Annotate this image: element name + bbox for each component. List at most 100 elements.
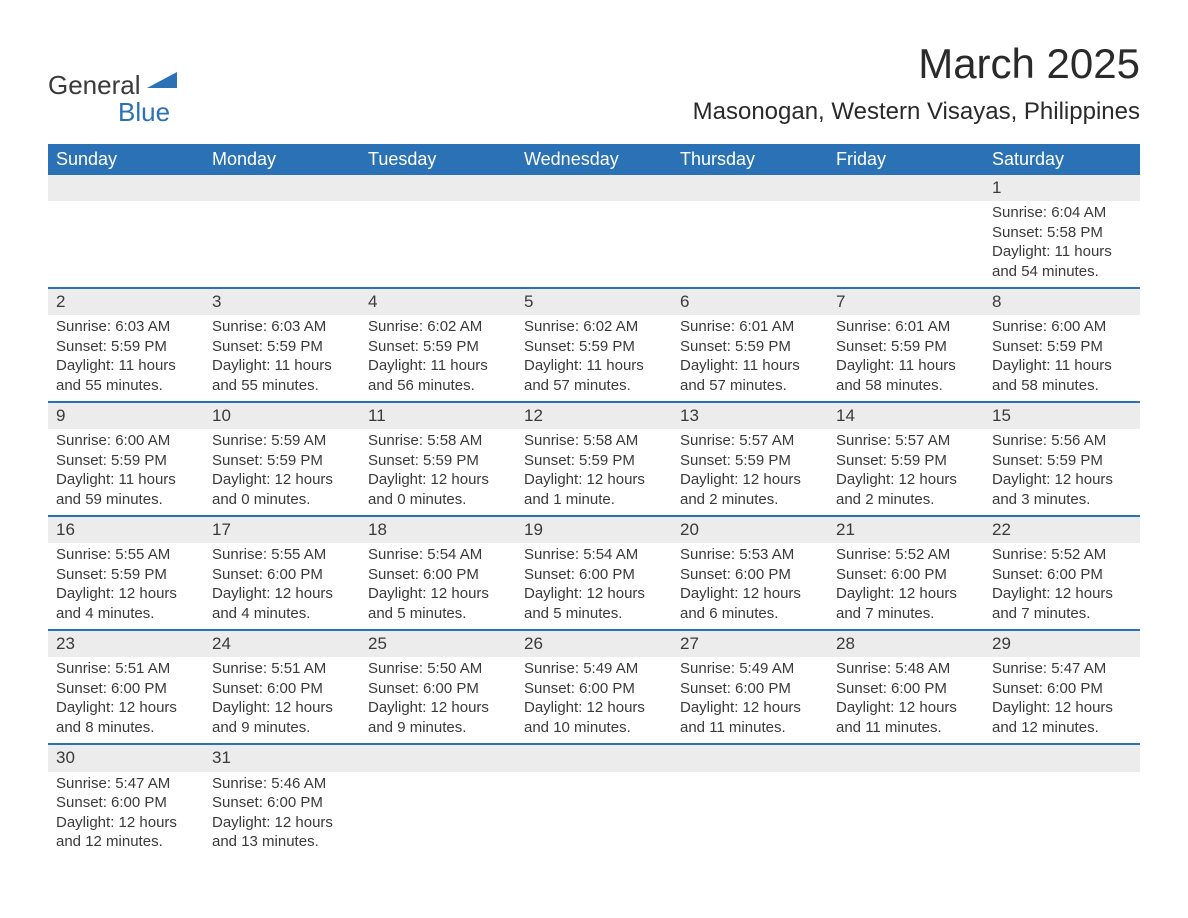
day-data-cell: Sunrise: 5:57 AMSunset: 5:59 PMDaylight:… bbox=[672, 429, 828, 516]
sunset-line: Sunset: 6:00 PM bbox=[836, 565, 976, 585]
day-data-cell bbox=[516, 772, 672, 858]
sunrise-line: Sunrise: 5:57 AM bbox=[680, 431, 820, 451]
day-data-cell: Sunrise: 6:02 AMSunset: 5:59 PMDaylight:… bbox=[360, 315, 516, 402]
sunset-line: Sunset: 6:00 PM bbox=[212, 679, 352, 699]
day-number-cell: 26 bbox=[516, 630, 672, 657]
daylight-line: Daylight: 12 hours and 9 minutes. bbox=[212, 698, 352, 737]
daylight-line: Daylight: 12 hours and 9 minutes. bbox=[368, 698, 508, 737]
sunset-line: Sunset: 6:00 PM bbox=[212, 793, 352, 813]
daylight-line: Daylight: 12 hours and 13 minutes. bbox=[212, 813, 352, 852]
sunrise-line: Sunrise: 6:03 AM bbox=[212, 317, 352, 337]
logo: General Blue bbox=[48, 70, 177, 128]
sunrise-line: Sunrise: 6:01 AM bbox=[836, 317, 976, 337]
daylight-line: Daylight: 12 hours and 10 minutes. bbox=[524, 698, 664, 737]
day-data-cell: Sunrise: 5:52 AMSunset: 6:00 PMDaylight:… bbox=[984, 543, 1140, 630]
sunrise-line: Sunrise: 5:49 AM bbox=[680, 659, 820, 679]
daylight-line: Daylight: 12 hours and 5 minutes. bbox=[368, 584, 508, 623]
sunrise-line: Sunrise: 5:51 AM bbox=[212, 659, 352, 679]
day-number-cell bbox=[984, 744, 1140, 771]
weekday-header: Sunday bbox=[48, 144, 204, 175]
day-number-cell: 1 bbox=[984, 175, 1140, 201]
day-data-row: Sunrise: 6:03 AMSunset: 5:59 PMDaylight:… bbox=[48, 315, 1140, 402]
daylight-line: Daylight: 12 hours and 1 minute. bbox=[524, 470, 664, 509]
sunset-line: Sunset: 5:59 PM bbox=[56, 565, 196, 585]
sunrise-line: Sunrise: 5:51 AM bbox=[56, 659, 196, 679]
sunset-line: Sunset: 5:59 PM bbox=[212, 451, 352, 471]
weekday-header: Friday bbox=[828, 144, 984, 175]
day-number-cell: 14 bbox=[828, 402, 984, 429]
sunrise-line: Sunrise: 6:00 AM bbox=[992, 317, 1132, 337]
day-data-cell: Sunrise: 5:58 AMSunset: 5:59 PMDaylight:… bbox=[360, 429, 516, 516]
weekday-header: Saturday bbox=[984, 144, 1140, 175]
day-number-cell: 13 bbox=[672, 402, 828, 429]
daylight-line: Daylight: 11 hours and 54 minutes. bbox=[992, 242, 1132, 281]
sunset-line: Sunset: 6:00 PM bbox=[56, 679, 196, 699]
day-number-cell: 12 bbox=[516, 402, 672, 429]
sunset-line: Sunset: 6:00 PM bbox=[368, 679, 508, 699]
day-data-cell bbox=[672, 201, 828, 288]
day-number-cell: 10 bbox=[204, 402, 360, 429]
day-data-cell: Sunrise: 5:48 AMSunset: 6:00 PMDaylight:… bbox=[828, 657, 984, 744]
day-data-cell: Sunrise: 6:01 AMSunset: 5:59 PMDaylight:… bbox=[828, 315, 984, 402]
sunrise-line: Sunrise: 6:04 AM bbox=[992, 203, 1132, 223]
day-number-cell bbox=[204, 175, 360, 201]
sunset-line: Sunset: 6:00 PM bbox=[368, 565, 508, 585]
day-data-cell bbox=[360, 772, 516, 858]
day-number-cell: 6 bbox=[672, 288, 828, 315]
day-number-cell: 8 bbox=[984, 288, 1140, 315]
day-number-row: 23242526272829 bbox=[48, 630, 1140, 657]
sunset-line: Sunset: 5:59 PM bbox=[836, 337, 976, 357]
day-data-cell: Sunrise: 5:50 AMSunset: 6:00 PMDaylight:… bbox=[360, 657, 516, 744]
day-number-cell bbox=[360, 175, 516, 201]
day-data-cell: Sunrise: 5:56 AMSunset: 5:59 PMDaylight:… bbox=[984, 429, 1140, 516]
day-number-cell: 21 bbox=[828, 516, 984, 543]
day-data-cell: Sunrise: 5:59 AMSunset: 5:59 PMDaylight:… bbox=[204, 429, 360, 516]
sunset-line: Sunset: 5:59 PM bbox=[56, 337, 196, 357]
day-number-cell: 3 bbox=[204, 288, 360, 315]
day-number-cell: 18 bbox=[360, 516, 516, 543]
sunset-line: Sunset: 5:59 PM bbox=[56, 451, 196, 471]
sunrise-line: Sunrise: 5:56 AM bbox=[992, 431, 1132, 451]
day-number-cell: 22 bbox=[984, 516, 1140, 543]
day-number-cell: 7 bbox=[828, 288, 984, 315]
day-data-cell: Sunrise: 6:00 AMSunset: 5:59 PMDaylight:… bbox=[984, 315, 1140, 402]
sunset-line: Sunset: 6:00 PM bbox=[680, 565, 820, 585]
sunrise-line: Sunrise: 5:52 AM bbox=[836, 545, 976, 565]
daylight-line: Daylight: 11 hours and 59 minutes. bbox=[56, 470, 196, 509]
sunset-line: Sunset: 5:59 PM bbox=[524, 451, 664, 471]
sunrise-line: Sunrise: 5:58 AM bbox=[368, 431, 508, 451]
day-data-row: Sunrise: 5:55 AMSunset: 5:59 PMDaylight:… bbox=[48, 543, 1140, 630]
daylight-line: Daylight: 11 hours and 58 minutes. bbox=[992, 356, 1132, 395]
day-number-cell bbox=[672, 744, 828, 771]
day-data-cell: Sunrise: 5:55 AMSunset: 6:00 PMDaylight:… bbox=[204, 543, 360, 630]
daylight-line: Daylight: 12 hours and 7 minutes. bbox=[992, 584, 1132, 623]
title-block: March 2025 Masonogan, Western Visayas, P… bbox=[693, 40, 1140, 140]
day-number-cell: 30 bbox=[48, 744, 204, 771]
sunrise-line: Sunrise: 5:49 AM bbox=[524, 659, 664, 679]
day-data-cell: Sunrise: 6:01 AMSunset: 5:59 PMDaylight:… bbox=[672, 315, 828, 402]
sunset-line: Sunset: 5:59 PM bbox=[212, 337, 352, 357]
sunset-line: Sunset: 5:59 PM bbox=[368, 337, 508, 357]
weekday-header: Wednesday bbox=[516, 144, 672, 175]
day-number-row: 1 bbox=[48, 175, 1140, 201]
day-data-cell: Sunrise: 5:55 AMSunset: 5:59 PMDaylight:… bbox=[48, 543, 204, 630]
daylight-line: Daylight: 12 hours and 3 minutes. bbox=[992, 470, 1132, 509]
day-data-cell: Sunrise: 5:47 AMSunset: 6:00 PMDaylight:… bbox=[48, 772, 204, 858]
day-number-cell bbox=[360, 744, 516, 771]
daylight-line: Daylight: 12 hours and 6 minutes. bbox=[680, 584, 820, 623]
daylight-line: Daylight: 12 hours and 12 minutes. bbox=[992, 698, 1132, 737]
day-number-cell: 31 bbox=[204, 744, 360, 771]
logo-text-blue: Blue bbox=[118, 97, 177, 128]
day-number-cell: 27 bbox=[672, 630, 828, 657]
sunrise-line: Sunrise: 6:02 AM bbox=[524, 317, 664, 337]
day-data-cell bbox=[828, 772, 984, 858]
sunrise-line: Sunrise: 5:46 AM bbox=[212, 774, 352, 794]
day-number-cell: 23 bbox=[48, 630, 204, 657]
sunset-line: Sunset: 6:00 PM bbox=[836, 679, 976, 699]
day-data-row: Sunrise: 5:51 AMSunset: 6:00 PMDaylight:… bbox=[48, 657, 1140, 744]
day-data-cell: Sunrise: 5:46 AMSunset: 6:00 PMDaylight:… bbox=[204, 772, 360, 858]
day-number-cell bbox=[672, 175, 828, 201]
day-number-cell bbox=[828, 175, 984, 201]
day-data-cell: Sunrise: 5:53 AMSunset: 6:00 PMDaylight:… bbox=[672, 543, 828, 630]
day-data-cell bbox=[204, 201, 360, 288]
